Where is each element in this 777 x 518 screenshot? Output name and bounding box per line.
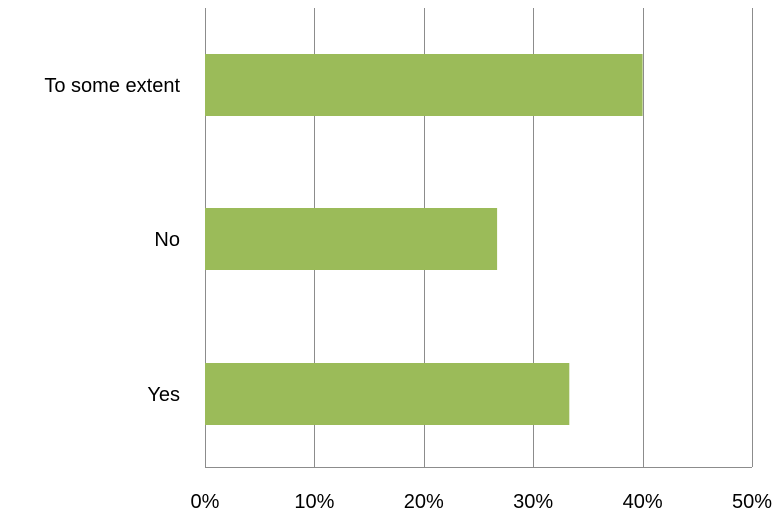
x-tick-label-2: 20% xyxy=(404,491,444,513)
bar-no xyxy=(205,208,498,270)
x-tick-label-5: 50% xyxy=(732,491,772,513)
x-tick-label-4: 40% xyxy=(623,491,663,513)
bars xyxy=(205,54,643,425)
x-tick-label-1: 10% xyxy=(294,491,334,513)
category-label-yes: Yes xyxy=(147,384,180,406)
bar-yes xyxy=(205,363,570,425)
x-tick-label-3: 30% xyxy=(513,491,553,513)
labels: 0% 10% 20% 30% 40% 50% Yes No To some extent xyxy=(44,75,772,513)
bar-to-some-extent xyxy=(205,54,643,116)
category-label-no: No xyxy=(154,229,180,251)
category-label-to-some-extent: To some extent xyxy=(44,75,180,97)
x-tick-label-0: 0% xyxy=(191,491,220,513)
